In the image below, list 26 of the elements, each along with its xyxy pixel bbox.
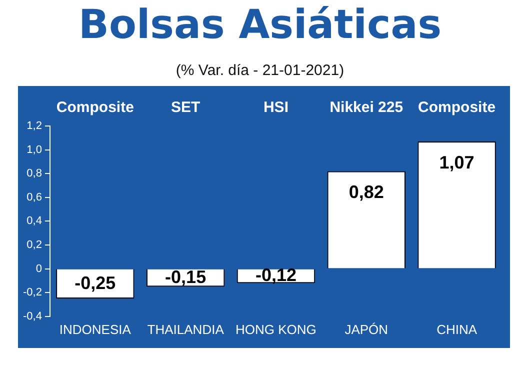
x-tick-label: CHINA <box>436 322 478 337</box>
y-tick-label: 0,2 <box>26 239 42 252</box>
y-tick-label: 1,0 <box>26 144 42 156</box>
x-tick-label: JAPÓN <box>344 322 388 337</box>
y-tick-label: 0 <box>36 262 42 275</box>
y-tick-label: -0,2 <box>22 286 42 299</box>
text: SET <box>170 99 200 116</box>
x-tick-label: THAILANDIA <box>147 322 224 337</box>
x-tick-label: HONG KONG <box>236 322 316 337</box>
text: Composite <box>56 99 134 116</box>
y-tick-label: 0,8 <box>26 168 42 180</box>
y-tick-label: 1,2 <box>26 120 42 132</box>
y-tick-label: 0,4 <box>26 215 42 228</box>
data-label: -0,25 <box>74 272 116 293</box>
text: Nikkei 225 <box>330 99 404 116</box>
y-tick-label: 0,6 <box>26 191 42 204</box>
text: Composite <box>418 99 496 116</box>
y-tick-label: -0,4 <box>22 310 42 322</box>
text: HSI <box>263 99 288 116</box>
data-label: -0,15 <box>165 266 206 287</box>
data-label: 0,82 <box>348 182 384 202</box>
x-tick-label: INDONESIA <box>59 322 132 337</box>
data-label: -0,12 <box>255 265 296 286</box>
chart-title: Bolsas Asiáticas <box>77 2 443 48</box>
chart-subtitle: (% Var. día - 21-01-2021) <box>174 62 346 79</box>
data-label: 1,07 <box>439 152 474 172</box>
